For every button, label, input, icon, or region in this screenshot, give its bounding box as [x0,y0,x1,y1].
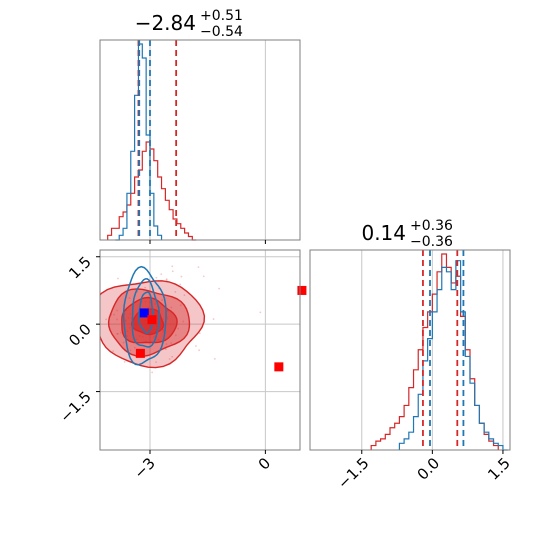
panel-title-param2: 0.14 +0.36−0.36 [361,218,453,250]
x-tick-label: 1.5 [484,454,514,484]
sample-point [174,291,177,293]
title-plus: +0.51 [200,8,243,24]
title-median: −2.84 [135,11,196,35]
y-tick-label: −1.5 [56,388,94,426]
title-median: 0.14 [361,221,406,245]
sample-point [165,278,168,281]
sample-point [93,279,95,281]
marker-square [297,285,307,295]
histogram-series-a [398,260,508,451]
sample-point [105,318,108,321]
marker-square [139,308,149,318]
sample-point [116,318,118,321]
sample-point [113,313,116,316]
sample-point [195,345,197,347]
sample-point [218,287,221,290]
axes-frame [309,249,511,451]
sample-point [151,371,154,374]
sample-point [171,270,174,273]
marker-square [147,315,157,325]
sample-point [155,361,157,364]
sample-point [129,349,132,352]
sample-point [198,332,201,335]
sample-point [171,355,174,358]
sample-point [197,266,200,269]
density-contour-series-a [131,278,161,348]
marker-square [135,348,145,358]
panel-title-param1: −2.84 +0.51−0.54 [135,8,243,40]
sample-point [116,332,119,335]
sample-point [144,286,147,289]
sample-point [160,273,163,276]
y-tick-label: 1.5 [65,253,95,283]
sample-point [116,332,119,335]
sample-point [128,297,131,299]
sample-point [117,277,119,280]
x-tick-label: 0 [255,454,274,473]
sample-point [212,318,215,320]
density-contour-series-a [138,291,154,334]
x-tick-label: −1.5 [334,454,372,492]
axes-frame [99,39,301,241]
sample-point [177,327,180,330]
sample-point [259,311,262,314]
sample-point [123,361,126,363]
histogram-series-b [107,141,197,241]
sample-point [88,249,90,251]
sample-point [168,358,171,360]
sample-point [171,265,174,268]
x-tick-label: −3 [130,454,158,482]
sample-point [183,294,186,297]
sample-point [174,334,177,337]
title-plus: +0.36 [410,218,453,234]
sample-point [170,306,173,309]
x-tick-label: 0.0 [414,454,444,484]
y-tick-label: 0.0 [65,320,95,350]
sample-point [202,275,205,278]
sample-point [180,275,183,278]
sample-point [165,343,168,346]
sample-point [134,346,136,349]
sample-point [116,309,118,312]
sample-point [161,299,164,301]
axes-frame [99,249,301,451]
sample-point [93,358,95,360]
sample-point [182,320,185,323]
sample-point [164,348,167,351]
sample-point [165,279,168,282]
sample-point [213,358,216,360]
marker-square [274,362,284,372]
sample-point [170,342,173,344]
title-minus: −0.36 [410,234,453,250]
density-contour-series-a [122,265,167,366]
density-panel [88,249,262,374]
sample-point [122,341,125,344]
sample-point [198,349,200,352]
title-minus: −0.54 [200,24,243,40]
sample-point [112,350,115,353]
sample-point [179,304,182,307]
sample-point [179,283,182,286]
sample-point [119,331,122,334]
sample-point [155,276,158,279]
